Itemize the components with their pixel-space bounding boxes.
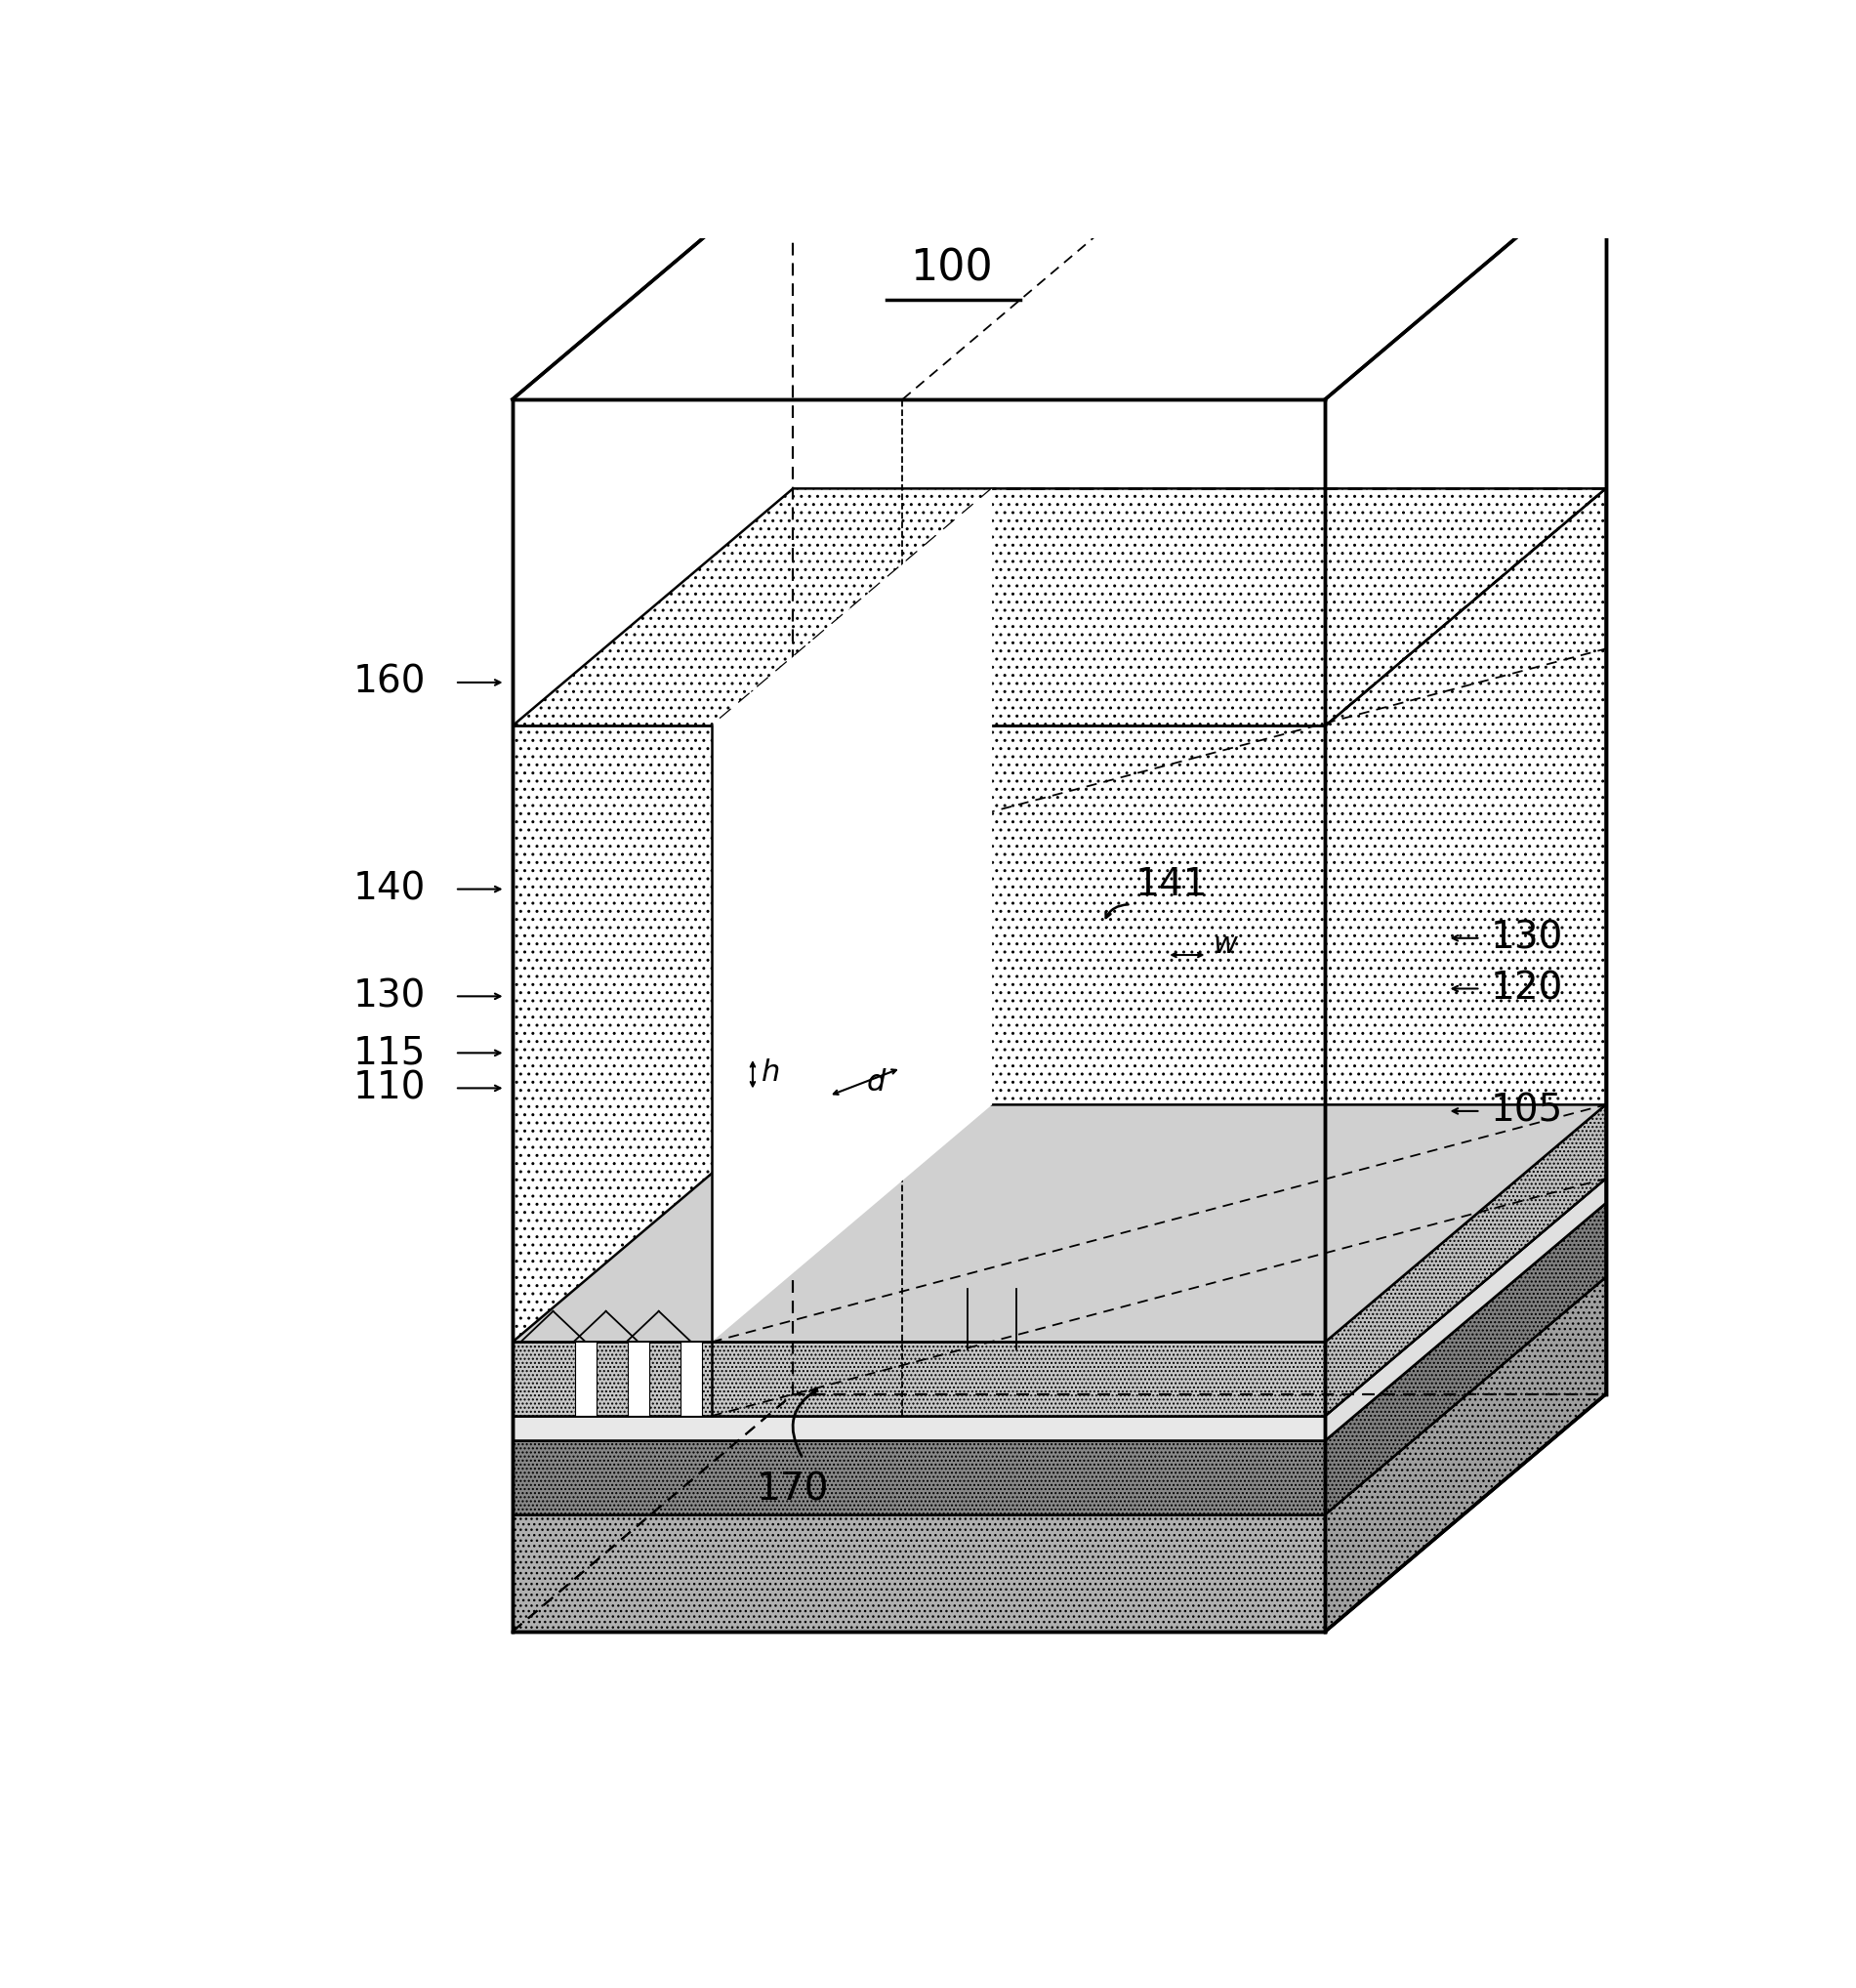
Text: 110: 110 <box>353 1070 427 1107</box>
Text: 100: 100 <box>909 247 993 288</box>
Polygon shape <box>627 1342 650 1415</box>
Polygon shape <box>1325 1179 1605 1441</box>
Polygon shape <box>512 489 1605 726</box>
Polygon shape <box>512 726 1325 1342</box>
Polygon shape <box>711 489 993 1342</box>
Text: 105: 105 <box>1490 1093 1563 1129</box>
Polygon shape <box>1325 163 1605 1632</box>
Polygon shape <box>512 1441 1325 1515</box>
Polygon shape <box>575 1342 596 1415</box>
Polygon shape <box>512 400 1325 1632</box>
Polygon shape <box>681 1342 702 1415</box>
Text: 170: 170 <box>757 1471 830 1507</box>
Polygon shape <box>512 163 1605 400</box>
Polygon shape <box>512 1415 1325 1441</box>
Polygon shape <box>1325 1276 1605 1632</box>
Polygon shape <box>1325 489 1605 1342</box>
Polygon shape <box>1325 1105 1605 1415</box>
Text: 160: 160 <box>353 664 427 702</box>
Text: 130: 130 <box>354 978 427 1014</box>
Polygon shape <box>512 1276 1605 1515</box>
Polygon shape <box>512 1203 1605 1441</box>
Polygon shape <box>1325 1203 1605 1515</box>
Text: 141: 141 <box>1136 867 1208 903</box>
Polygon shape <box>512 1515 1325 1632</box>
Polygon shape <box>512 1105 1605 1342</box>
Polygon shape <box>512 1342 1325 1415</box>
Text: w: w <box>1214 930 1238 958</box>
Text: h: h <box>763 1060 781 1087</box>
Text: d: d <box>867 1068 885 1095</box>
Text: 115: 115 <box>354 1034 427 1072</box>
Text: 140: 140 <box>354 871 427 909</box>
Polygon shape <box>512 1179 1605 1415</box>
Text: 130: 130 <box>1490 920 1563 956</box>
Text: 120: 120 <box>1490 970 1563 1008</box>
